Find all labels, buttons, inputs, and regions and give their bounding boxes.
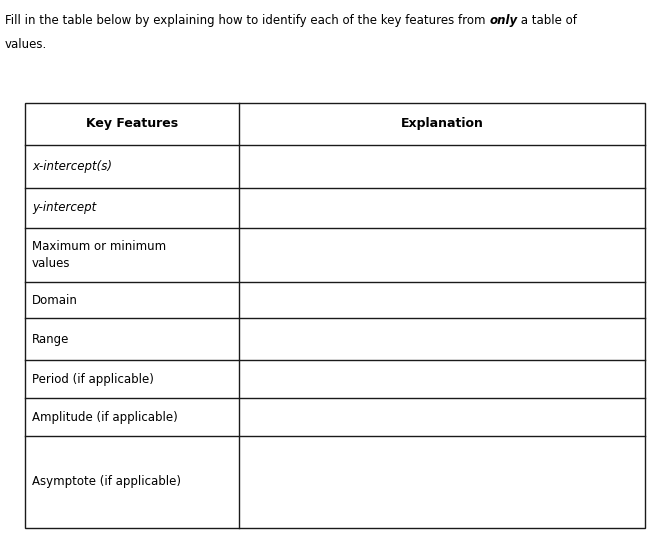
Text: y-intercept: y-intercept: [32, 202, 96, 214]
Text: a table of: a table of: [517, 14, 578, 27]
Text: x-intercept(s): x-intercept(s): [32, 160, 112, 173]
Text: values.: values.: [5, 38, 48, 51]
Text: Range: Range: [32, 332, 70, 346]
Text: Asymptote (if applicable): Asymptote (if applicable): [32, 475, 181, 488]
Text: only: only: [489, 14, 517, 27]
Text: Fill in the table below by explaining how to identify each of the key features f: Fill in the table below by explaining ho…: [5, 14, 489, 27]
Text: Period (if applicable): Period (if applicable): [32, 373, 154, 385]
Text: Maximum or minimum
values: Maximum or minimum values: [32, 240, 166, 270]
Text: Domain: Domain: [32, 294, 78, 307]
Text: Key Features: Key Features: [86, 117, 178, 130]
Bar: [25, 103, 645, 528]
Text: Explanation: Explanation: [401, 117, 483, 130]
Text: Amplitude (if applicable): Amplitude (if applicable): [32, 411, 178, 423]
